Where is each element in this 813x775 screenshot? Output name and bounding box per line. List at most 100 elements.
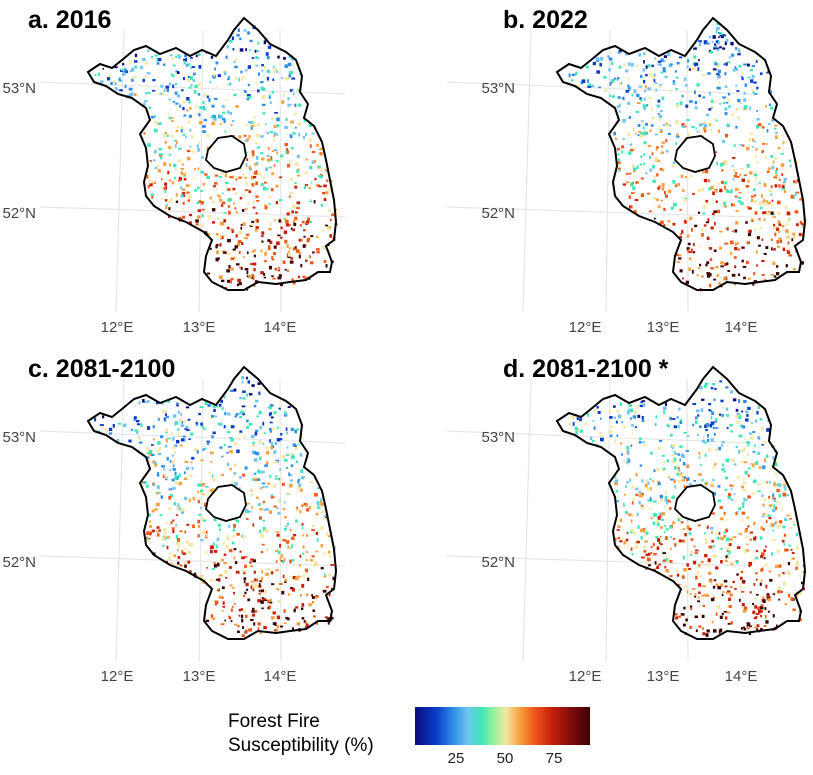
raster-cell — [212, 542, 215, 546]
raster-cell — [315, 531, 319, 536]
raster-cell — [231, 586, 235, 589]
raster-cell — [729, 423, 733, 427]
raster-cell — [727, 124, 730, 127]
raster-cell — [278, 537, 282, 540]
raster-cell — [178, 177, 182, 181]
raster-cell — [724, 559, 728, 563]
raster-cell — [709, 129, 713, 131]
raster-cell — [704, 424, 707, 428]
raster-cell — [570, 79, 574, 82]
raster-cell — [749, 68, 753, 72]
raster-cell — [295, 126, 297, 129]
raster-cell — [142, 78, 145, 83]
raster-cell — [727, 495, 731, 500]
raster-cell — [580, 80, 583, 85]
raster-cell — [261, 569, 264, 574]
raster-cell — [250, 126, 253, 130]
raster-cell — [660, 543, 663, 546]
raster-cell — [264, 95, 267, 99]
raster-cell — [261, 470, 265, 474]
raster-cell — [693, 47, 697, 50]
raster-cell — [747, 179, 750, 183]
raster-cell — [756, 606, 761, 610]
raster-cell — [724, 162, 727, 165]
raster-cell — [745, 549, 750, 552]
raster-cell — [146, 531, 150, 536]
raster-cell — [168, 82, 172, 86]
raster-cell — [206, 566, 209, 569]
raster-cell — [289, 473, 292, 477]
raster-cell — [754, 211, 758, 215]
raster-cell — [114, 86, 118, 90]
raster-cell — [783, 141, 787, 144]
raster-cell — [228, 82, 232, 86]
raster-cell — [756, 264, 759, 267]
raster-cell — [232, 187, 236, 191]
raster-cell — [143, 100, 148, 103]
raster-cell — [294, 103, 297, 107]
raster-cell — [301, 603, 305, 607]
raster-cell — [591, 84, 595, 88]
raster-cell — [698, 625, 702, 628]
raster-cell — [287, 406, 291, 408]
raster-cell — [610, 425, 614, 428]
raster-cell — [646, 192, 651, 195]
raster-cell — [734, 195, 738, 198]
raster-cell — [674, 579, 678, 582]
raster-cell — [670, 478, 674, 481]
raster-cell — [203, 493, 207, 496]
raster-cell — [171, 459, 175, 464]
raster-cell — [657, 205, 661, 209]
raster-cell — [182, 195, 186, 197]
raster-cell — [712, 212, 715, 216]
raster-cell — [714, 387, 717, 390]
raster-cell — [707, 558, 711, 563]
raster-cell — [628, 116, 631, 119]
raster-cell — [770, 155, 774, 159]
raster-cell — [686, 525, 690, 530]
raster-cell — [736, 242, 740, 245]
raster-cell — [633, 169, 636, 173]
raster-cell — [674, 543, 677, 547]
raster-cell — [664, 402, 668, 406]
raster-cell — [244, 139, 248, 142]
raster-cell — [138, 441, 143, 444]
raster-cell — [177, 548, 179, 552]
raster-cell — [693, 251, 696, 254]
raster-cell — [221, 609, 224, 612]
raster-cell — [292, 204, 296, 209]
raster-cell — [714, 62, 718, 66]
raster-cell — [173, 502, 177, 506]
raster-cell — [654, 157, 658, 162]
raster-cell — [229, 566, 232, 569]
raster-cell — [255, 82, 258, 85]
raster-cell — [774, 460, 778, 462]
raster-cell — [642, 403, 646, 407]
raster-cell — [316, 235, 319, 239]
raster-cell — [256, 89, 260, 93]
raster-cell — [604, 88, 608, 93]
raster-cell — [663, 410, 666, 415]
raster-cell — [218, 595, 222, 599]
raster-cell — [686, 247, 690, 251]
raster-cell — [283, 527, 287, 531]
raster-cell — [279, 557, 282, 560]
raster-cell — [689, 550, 693, 554]
raster-cell — [218, 275, 223, 280]
raster-cell — [663, 207, 666, 211]
raster-cell — [726, 189, 730, 193]
raster-cell — [164, 131, 167, 135]
raster-cell — [795, 191, 800, 194]
raster-cell — [745, 535, 749, 539]
raster-cell — [699, 464, 702, 467]
raster-cell — [710, 267, 714, 270]
raster-cell — [133, 418, 136, 422]
raster-cell — [695, 62, 699, 66]
raster-cell — [720, 583, 724, 587]
raster-cell — [763, 252, 767, 255]
raster-cell — [704, 453, 707, 457]
raster-cell — [128, 87, 133, 91]
raster-cell — [289, 546, 292, 549]
panel-title: b. 2022 — [503, 6, 588, 34]
raster-cell — [215, 578, 220, 581]
